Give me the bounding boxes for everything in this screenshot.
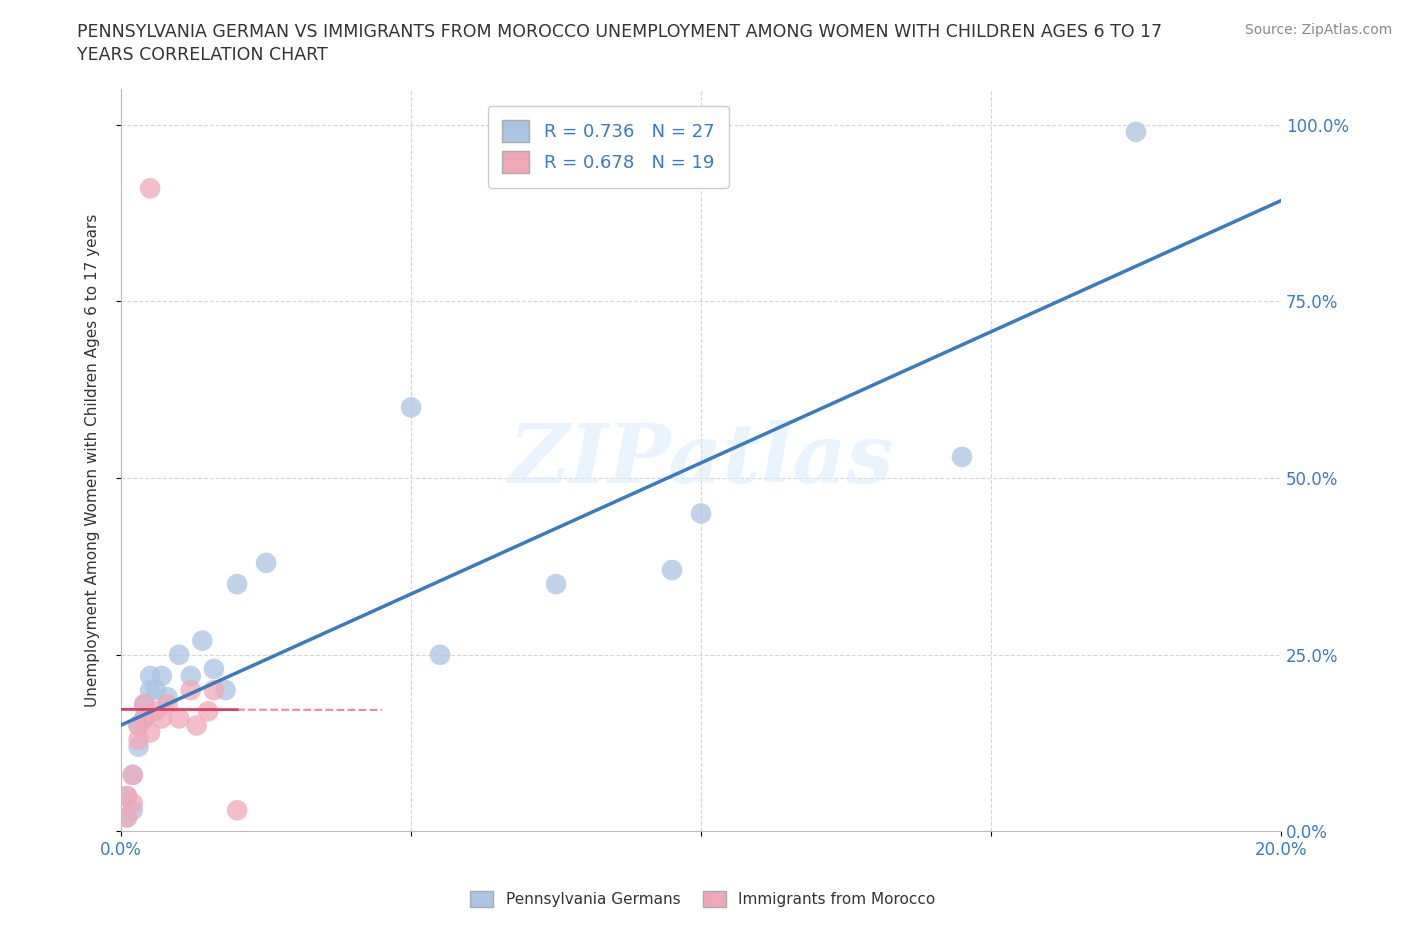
Point <box>134 711 156 725</box>
Text: YEARS CORRELATION CHART: YEARS CORRELATION CHART <box>77 46 328 64</box>
Point <box>191 633 214 648</box>
Point <box>121 796 143 811</box>
Point <box>156 690 179 705</box>
Point <box>139 669 162 684</box>
Point <box>145 704 167 719</box>
Text: ZIPatlas: ZIPatlas <box>509 420 894 500</box>
Point <box>690 506 713 521</box>
Point <box>121 767 143 782</box>
Point <box>145 683 167 698</box>
Point <box>214 683 236 698</box>
Point <box>115 789 138 804</box>
Point <box>544 577 567 591</box>
Point <box>139 683 162 698</box>
Text: Source: ZipAtlas.com: Source: ZipAtlas.com <box>1244 23 1392 37</box>
Point <box>226 803 249 817</box>
Point <box>139 725 162 740</box>
Point <box>156 697 179 711</box>
Point <box>1125 125 1147 140</box>
Legend: Pennsylvania Germans, Immigrants from Morocco: Pennsylvania Germans, Immigrants from Mo… <box>464 884 942 913</box>
Point <box>167 711 190 725</box>
Point <box>115 810 138 825</box>
Point <box>134 697 156 711</box>
Point <box>134 697 156 711</box>
Point <box>429 647 451 662</box>
Point <box>150 669 173 684</box>
Point <box>226 577 249 591</box>
Point <box>128 739 150 754</box>
Point <box>180 683 202 698</box>
Point <box>167 647 190 662</box>
Point <box>121 767 143 782</box>
Point <box>202 683 225 698</box>
Text: PENNSYLVANIA GERMAN VS IMMIGRANTS FROM MOROCCO UNEMPLOYMENT AMONG WOMEN WITH CHI: PENNSYLVANIA GERMAN VS IMMIGRANTS FROM M… <box>77 23 1163 41</box>
Point <box>121 803 143 817</box>
Y-axis label: Unemployment Among Women with Children Ages 6 to 17 years: Unemployment Among Women with Children A… <box>86 214 100 707</box>
Point <box>399 400 422 415</box>
Point <box>197 704 219 719</box>
Point <box>115 810 138 825</box>
Legend: R = 0.736   N = 27, R = 0.678   N = 19: R = 0.736 N = 27, R = 0.678 N = 19 <box>488 106 728 188</box>
Point <box>661 563 683 578</box>
Point <box>950 449 973 464</box>
Point <box>128 718 150 733</box>
Point <box>180 669 202 684</box>
Point <box>202 661 225 676</box>
Point <box>150 711 173 725</box>
Point <box>115 789 138 804</box>
Point <box>186 718 208 733</box>
Point <box>134 711 156 725</box>
Point <box>128 732 150 747</box>
Point <box>139 181 162 196</box>
Point <box>254 555 277 570</box>
Point <box>128 718 150 733</box>
